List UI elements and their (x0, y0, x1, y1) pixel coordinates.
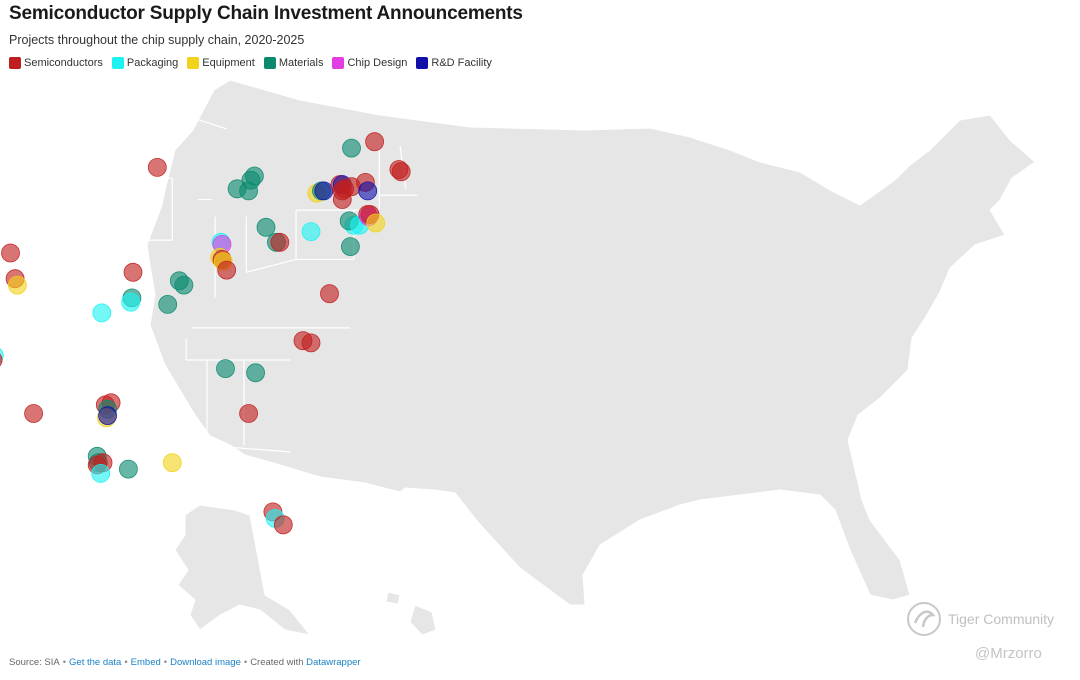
footer-separator: • (163, 657, 168, 668)
legend-label: Chip Design (347, 57, 408, 69)
project-marker-materials[interactable] (174, 275, 194, 295)
project-marker-semiconductors[interactable] (123, 262, 143, 282)
watermark-handle: @Mrzorro (975, 645, 1042, 662)
state-border (0, 237, 126, 254)
project-marker-packaging[interactable] (121, 292, 141, 312)
legend-item-chip-design: Chip Design (332, 57, 407, 69)
project-marker-equipment[interactable] (366, 213, 386, 233)
project-marker-semiconductors[interactable] (217, 260, 237, 280)
project-marker-rd-facility[interactable] (314, 181, 334, 201)
project-marker-equipment[interactable] (162, 453, 182, 473)
legend-label: Materials (278, 57, 324, 69)
get-data-link[interactable]: Get the data (69, 657, 122, 668)
project-marker-packaging[interactable] (301, 222, 321, 242)
project-marker-packaging[interactable] (91, 463, 111, 483)
project-marker-equipment[interactable] (7, 275, 27, 295)
legend-swatch (263, 57, 276, 69)
project-marker-materials[interactable] (256, 217, 276, 237)
legend-swatch (111, 57, 124, 69)
project-marker-rd-facility[interactable] (358, 181, 378, 201)
footer-separator: • (62, 657, 67, 668)
project-marker-semiconductors[interactable] (147, 157, 167, 177)
state-border (246, 258, 297, 273)
project-marker-materials[interactable] (246, 363, 266, 383)
legend-label: Packaging (126, 57, 179, 69)
download-image-link[interactable]: Download image (170, 657, 241, 668)
state-border (180, 113, 227, 130)
project-marker-materials[interactable] (118, 459, 138, 479)
us-land (146, 79, 1036, 636)
footer: Source: SIA • Get the data • Embed • Download … (9, 657, 361, 668)
legend-item-materials: Materials (263, 57, 324, 69)
legend-swatch (416, 57, 429, 69)
project-marker-semiconductors[interactable] (320, 284, 339, 304)
footer-separator: • (243, 657, 248, 668)
markers-layer (0, 132, 411, 535)
legend-item-equipment: Equipment (187, 57, 255, 69)
project-marker-semiconductors[interactable] (391, 162, 411, 182)
legend-label: Equipment (202, 57, 255, 69)
datawrapper-link[interactable]: Datawrapper (306, 657, 361, 668)
state-border (209, 445, 291, 453)
project-marker-semiconductors[interactable] (0, 351, 3, 369)
project-marker-packaging[interactable] (92, 303, 112, 323)
state-border (132, 327, 141, 403)
legend: Semiconductors Packaging Equipment Material… (9, 57, 501, 69)
project-marker-semiconductors[interactable] (270, 232, 290, 252)
legend-item-semiconductors: Semiconductors (9, 57, 103, 69)
hawaii-island-2 (385, 591, 401, 605)
chart-title: Semiconductor Supply Chain Investment An… (9, 3, 523, 24)
project-marker-semiconductors[interactable] (239, 404, 259, 423)
legend-item-packaging: Packaging (111, 57, 179, 69)
legend-item-rd-facility: R&D Facility (416, 57, 492, 69)
tiger-logo-icon (907, 602, 941, 636)
alaska-shape (174, 504, 312, 636)
project-marker-materials[interactable] (158, 294, 178, 314)
project-marker-semiconductors[interactable] (24, 404, 43, 423)
legend-label: Semiconductors (24, 57, 103, 69)
legend-swatch (9, 57, 21, 69)
chart-subtitle: Projects throughout the chip supply chai… (9, 33, 305, 47)
watermark: Tiger Community (906, 601, 1054, 637)
project-marker-materials[interactable] (342, 138, 361, 158)
created-with-text: Created with (250, 657, 304, 668)
hawaii-island-1 (409, 604, 437, 636)
project-marker-semiconductors[interactable] (365, 132, 385, 152)
project-marker-materials[interactable] (239, 181, 259, 201)
footer-separator: • (124, 657, 128, 668)
project-marker-rd-facility[interactable] (98, 406, 117, 426)
legend-swatch (332, 57, 345, 69)
project-marker-materials[interactable] (340, 237, 360, 257)
source-text: Source: SIA (9, 657, 60, 668)
project-marker-semiconductors[interactable] (332, 190, 352, 209)
state-border (0, 382, 37, 393)
state-borders (0, 60, 418, 457)
project-marker-semiconductors[interactable] (1, 243, 20, 263)
legend-swatch (187, 57, 200, 69)
legend-label: R&D Facility (431, 57, 492, 69)
embed-link[interactable]: Embed (130, 657, 161, 668)
project-marker-semiconductors[interactable] (301, 333, 321, 353)
watermark-text: Tiger Community (948, 611, 1055, 627)
project-marker-materials[interactable] (216, 359, 235, 379)
project-marker-semiconductors[interactable] (273, 515, 293, 535)
